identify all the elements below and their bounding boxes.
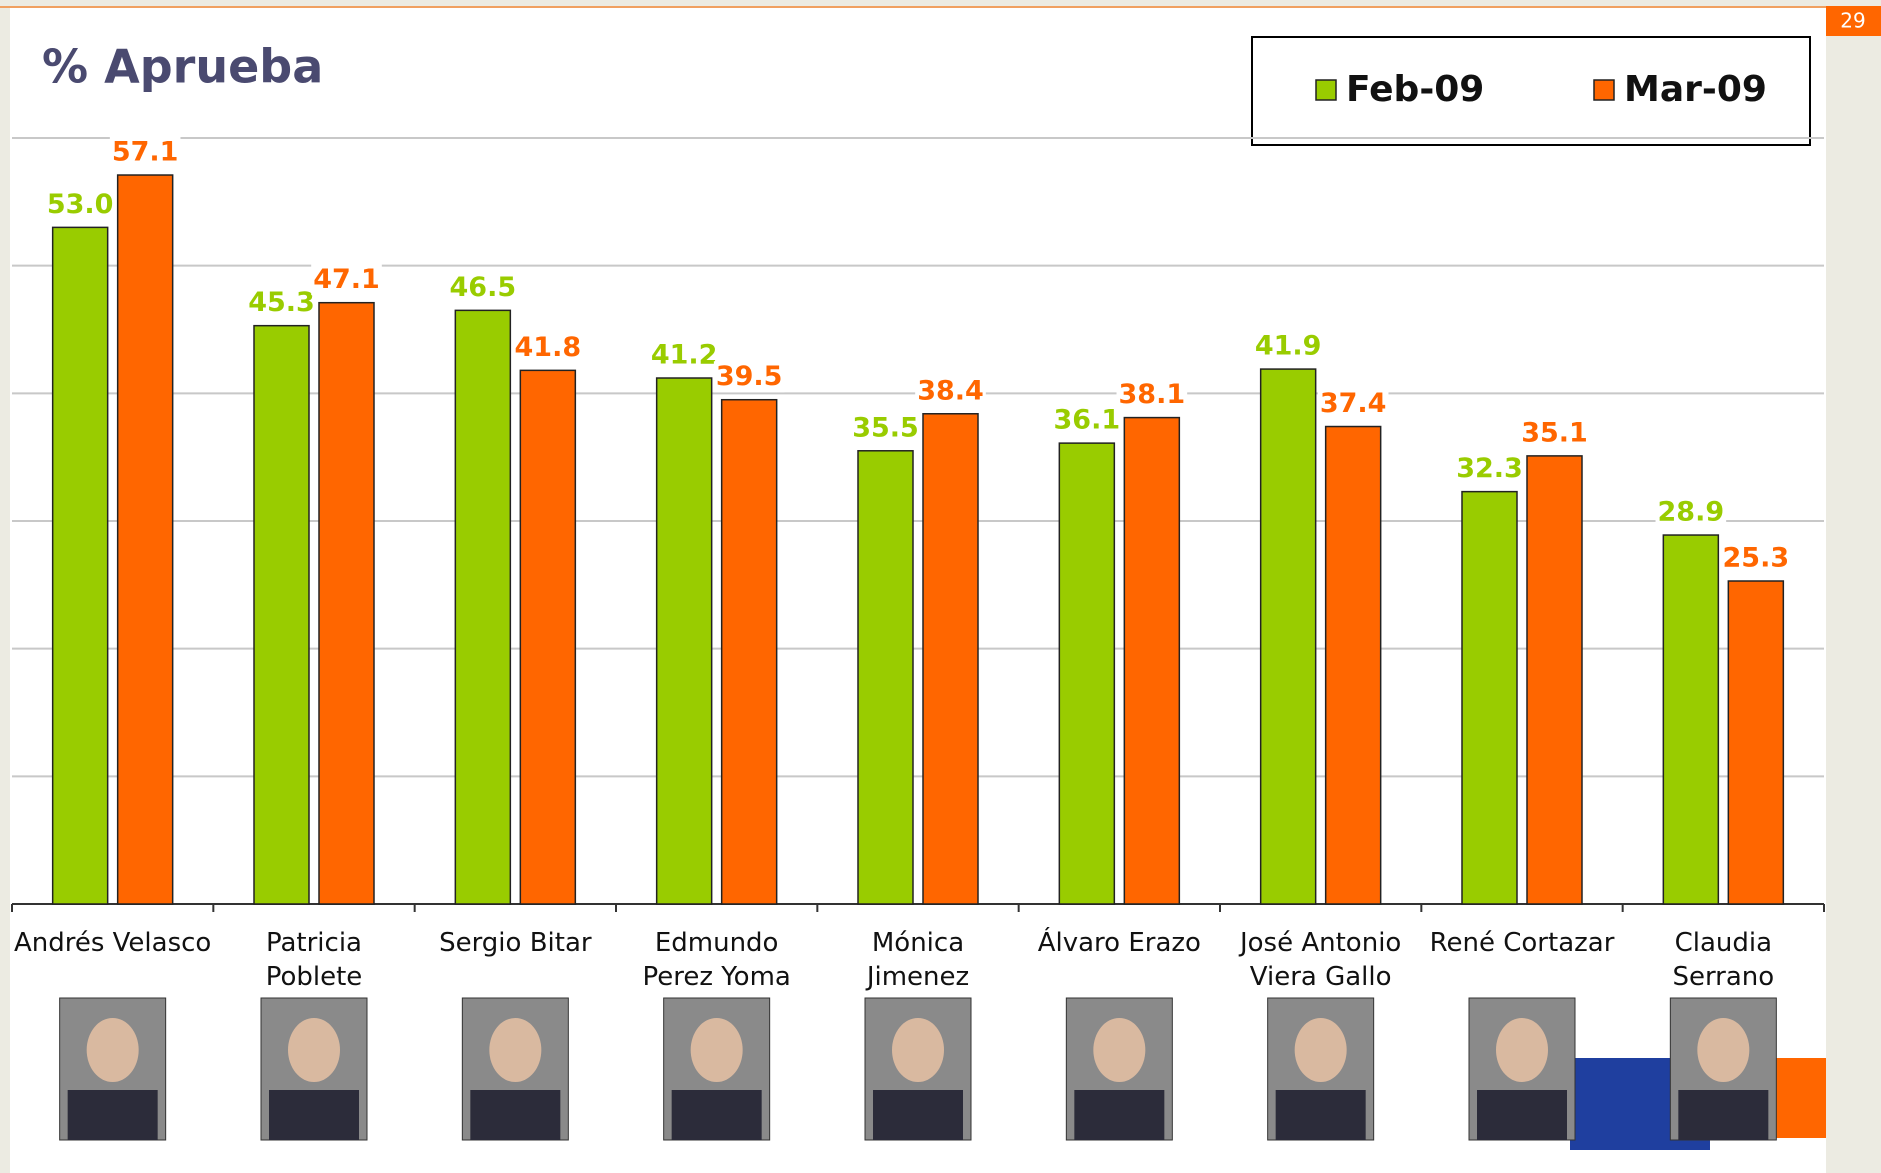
x-tick-label: Sergio Bitar <box>439 928 592 958</box>
data-label-bg <box>1454 453 1525 485</box>
photo-body <box>470 1090 561 1140</box>
data-label: 39.5 <box>716 361 783 392</box>
photo-body <box>1477 1090 1567 1140</box>
photo-body <box>671 1090 762 1140</box>
bar <box>1461 490 1518 905</box>
photo-body <box>873 1090 963 1140</box>
photo-face <box>892 1018 944 1082</box>
legend-swatch <box>1315 79 1337 101</box>
data-label: 46.5 <box>450 272 517 303</box>
bar <box>116 174 174 905</box>
data-label: 25.3 <box>1723 543 1790 574</box>
bar <box>1526 455 1583 905</box>
x-tick-label: Edmundo Perez Yoma <box>642 928 791 992</box>
bar <box>1324 425 1382 905</box>
data-label: 41.2 <box>651 340 718 371</box>
data-label-bg <box>311 264 382 296</box>
data-label: 38.4 <box>917 375 984 406</box>
data-label: 38.1 <box>1119 379 1186 410</box>
bar <box>922 413 979 905</box>
photo-face <box>288 1018 340 1082</box>
bar <box>720 398 778 905</box>
photo-face <box>1697 1018 1750 1082</box>
logo <box>1770 1058 1826 1138</box>
x-tick-label: Álvaro Erazo <box>1037 928 1201 958</box>
photo-body <box>269 1090 359 1140</box>
x-tick-label: José Antonio Viera Gallo <box>1239 928 1402 992</box>
data-label-bg <box>850 412 921 444</box>
data-label-bg <box>1252 330 1324 362</box>
data-label: 35.1 <box>1521 417 1588 448</box>
data-label-bg <box>713 361 785 393</box>
legend-swatch <box>1593 79 1615 101</box>
bar <box>454 309 512 905</box>
bar <box>857 450 914 905</box>
photo-face <box>489 1018 542 1082</box>
data-label: 53.0 <box>47 189 114 220</box>
legend-label: Mar-09 <box>1624 69 1767 110</box>
photo-body <box>1275 1090 1366 1140</box>
data-label: 41.8 <box>515 332 582 363</box>
photo-body <box>1074 1090 1165 1140</box>
data-label: 35.5 <box>852 412 919 443</box>
page-number-box <box>1826 6 1881 36</box>
x-tick-label: Andrés Velasco <box>13 928 212 958</box>
photo-body <box>67 1090 158 1140</box>
photo-face <box>86 1018 139 1082</box>
data-label-bg <box>512 331 584 363</box>
bar <box>1259 368 1317 905</box>
data-label: 32.3 <box>1456 453 1523 484</box>
data-label: 57.1 <box>112 137 179 168</box>
data-label: 47.1 <box>313 264 380 295</box>
data-label-bg <box>915 375 986 407</box>
photo-face <box>1093 1018 1146 1082</box>
data-label-bg <box>1116 379 1188 411</box>
x-tick-label: Patricia Poblete <box>265 928 363 992</box>
data-label-bg <box>109 136 181 168</box>
data-label-bg <box>1720 542 1792 574</box>
x-tick-label: Claudia Serrano <box>1672 928 1775 992</box>
bar <box>1727 580 1785 905</box>
data-label-bg <box>246 287 317 319</box>
bar <box>655 377 713 905</box>
data-label-bg <box>44 188 116 220</box>
page-number: 29 <box>1840 9 1865 33</box>
data-label-bg <box>1317 388 1389 420</box>
data-label-bg <box>447 271 519 303</box>
bar <box>1058 442 1116 905</box>
data-label: 36.1 <box>1054 405 1121 436</box>
bar <box>1662 534 1720 905</box>
x-tick-label: René Cortazar <box>1429 928 1615 958</box>
data-label: 37.4 <box>1320 388 1387 419</box>
data-label-bg <box>1051 404 1123 436</box>
photo-body <box>1678 1090 1769 1140</box>
bar <box>253 324 310 905</box>
legend-label: Feb-09 <box>1346 69 1484 110</box>
data-label-bg <box>1519 417 1590 449</box>
photo-face <box>1496 1018 1548 1082</box>
legend-box <box>1251 36 1811 146</box>
bar <box>1123 416 1181 905</box>
bar <box>51 226 109 905</box>
chart-title: % Aprueba <box>42 40 323 94</box>
panel <box>10 8 1826 1173</box>
data-label-bg <box>1655 496 1727 528</box>
data-label: 45.3 <box>248 287 315 318</box>
x-tick-label: Mónica Jimenez <box>866 928 970 992</box>
data-label: 28.9 <box>1658 497 1725 528</box>
data-label: 41.9 <box>1255 331 1322 362</box>
photo-face <box>1294 1018 1347 1082</box>
photo-face <box>690 1018 743 1082</box>
bar <box>519 369 577 905</box>
bar <box>318 301 375 905</box>
data-label-bg <box>648 339 720 371</box>
